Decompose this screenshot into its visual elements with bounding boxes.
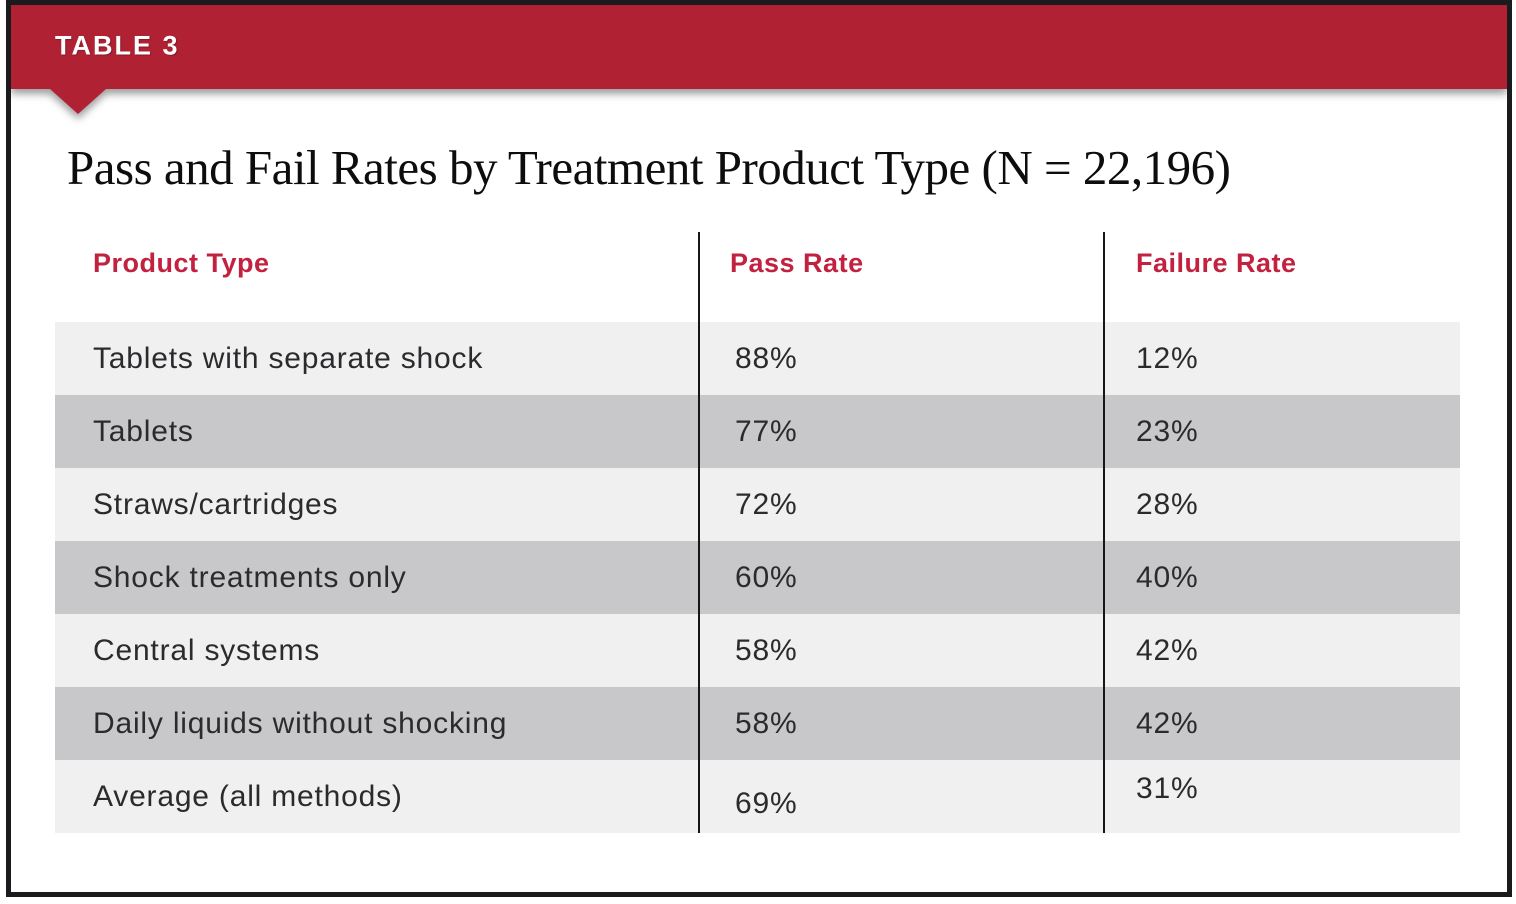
table-row: Daily liquids without shocking 58% 42%: [55, 687, 1460, 760]
banner-label: TABLE 3: [55, 30, 180, 61]
cell-pass-rate: 58%: [735, 633, 798, 667]
data-table: Product Type Pass Rate Failure Rate Tabl…: [55, 232, 1460, 833]
cell-pass-rate: 58%: [735, 706, 798, 740]
cell-product-type: Shock treatments only: [93, 560, 407, 594]
cell-product-type: Tablets with separate shock: [93, 341, 484, 375]
figure-frame: TABLE 3 Pass and Fail Rates by Treatment…: [6, 0, 1512, 897]
column-divider: [1103, 232, 1105, 833]
header-row: Product Type Pass Rate Failure Rate: [55, 232, 1460, 322]
cell-pass-rate: 72%: [735, 487, 798, 521]
table-row: Tablets 77% 23%: [55, 395, 1460, 468]
banner-pointer-notch: [50, 89, 106, 114]
cell-failure-rate: 42%: [1136, 633, 1199, 667]
table-row: Central systems 58% 42%: [55, 614, 1460, 687]
cell-product-type: Tablets: [93, 414, 194, 448]
cell-failure-rate: 23%: [1136, 414, 1199, 448]
table-row: Shock treatments only 60% 40%: [55, 541, 1460, 614]
table-body: Tablets with separate shock 88% 12% Tablets…: [55, 322, 1460, 833]
col-header-pass-rate: Pass Rate: [730, 248, 864, 278]
col-header-product-type: Product Type: [93, 248, 270, 278]
cell-failure-rate: 12%: [1136, 341, 1199, 375]
table-row: Straws/cartridges 72% 28%: [55, 468, 1460, 541]
col-header-failure-rate: Failure Rate: [1136, 248, 1297, 278]
cell-pass-rate: 69%: [735, 786, 798, 820]
table-banner: TABLE 3: [11, 5, 1507, 114]
cell-product-type: Central systems: [93, 633, 321, 667]
cell-failure-rate: 42%: [1136, 706, 1199, 740]
cell-pass-rate: 60%: [735, 560, 798, 594]
cell-product-type: Daily liquids without shocking: [93, 706, 508, 740]
cell-pass-rate: 77%: [735, 414, 798, 448]
page-title: Pass and Fail Rates by Treatment Product…: [67, 140, 1231, 195]
cell-pass-rate: 88%: [735, 341, 798, 375]
column-divider: [698, 232, 700, 833]
table-row: Average (all methods) 69% 31%: [55, 760, 1460, 833]
cell-failure-rate: 31%: [1136, 771, 1199, 805]
table-row: Tablets with separate shock 88% 12%: [55, 322, 1460, 395]
cell-failure-rate: 28%: [1136, 487, 1199, 521]
cell-product-type: Straws/cartridges: [93, 487, 339, 521]
banner-bar: TABLE 3: [11, 5, 1507, 89]
cell-product-type: Average (all methods): [93, 779, 403, 813]
cell-failure-rate: 40%: [1136, 560, 1199, 594]
